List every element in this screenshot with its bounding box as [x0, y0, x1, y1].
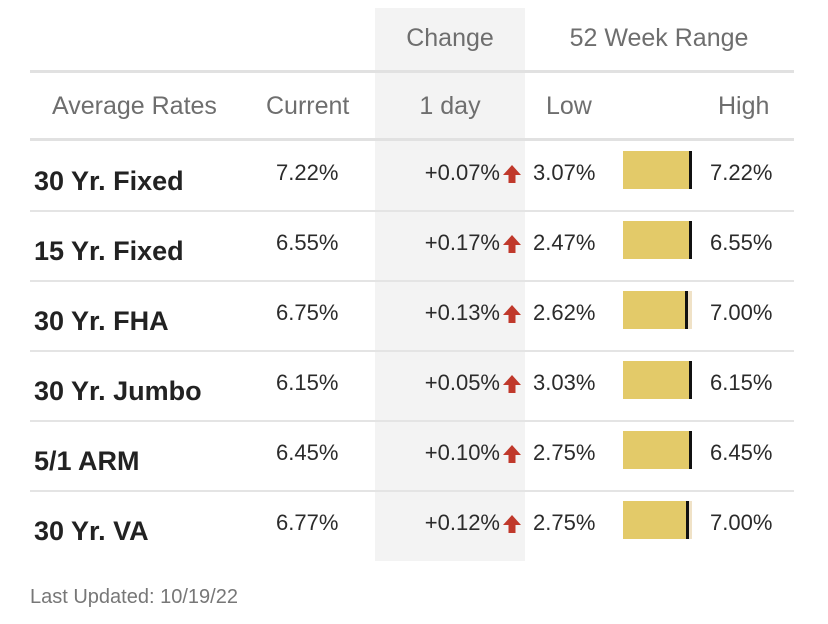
- range-bar: [623, 501, 692, 539]
- row-divider: [30, 210, 794, 212]
- range-bar: [623, 151, 692, 189]
- one-day-change: +0.10%: [424, 440, 500, 465]
- arrow-up-icon: [503, 375, 521, 393]
- change-group-header: Change: [406, 24, 494, 52]
- row-divider: [30, 280, 794, 282]
- current-rate: 6.15%: [276, 370, 339, 395]
- range-low: 2.47%: [533, 230, 596, 255]
- column-header-divider: [30, 138, 794, 141]
- range-low: 2.75%: [533, 440, 596, 465]
- header-divider: [30, 70, 794, 73]
- current-rate-marker: [689, 151, 692, 189]
- range-bar: [623, 221, 692, 259]
- table-row: 30 Yr. FHA 6.75% +0.13% 2.62% 7.00%: [30, 282, 794, 352]
- range-high: 6.45%: [710, 440, 773, 465]
- current-rate-marker: [689, 221, 692, 259]
- range-bar: [623, 431, 692, 469]
- arrow-up-icon: [503, 305, 521, 323]
- range-high: 6.55%: [710, 230, 773, 255]
- current-rate: 6.45%: [276, 440, 339, 465]
- range-low: 2.62%: [533, 300, 596, 325]
- col-header-average-rates: Average Rates: [52, 92, 217, 120]
- table-row: 30 Yr. VA 6.77% +0.12% 2.75% 7.00%: [30, 492, 794, 562]
- range-bar-fill: [623, 151, 692, 189]
- arrow-up-icon: [503, 235, 521, 253]
- col-header-low: Low: [546, 92, 592, 120]
- range-bar: [623, 361, 692, 399]
- table-row: 5/1 ARM 6.45% +0.10% 2.75% 6.45%: [30, 422, 794, 492]
- range-low: 3.03%: [533, 370, 596, 395]
- col-header-high: High: [718, 92, 770, 120]
- range-high: 7.00%: [710, 300, 773, 325]
- range-high: 7.22%: [710, 160, 773, 185]
- one-day-change: +0.05%: [424, 370, 500, 395]
- table-row: 15 Yr. Fixed 6.55% +0.17% 2.47% 6.55%: [30, 212, 794, 282]
- range-high: 6.15%: [710, 370, 773, 395]
- one-day-change: +0.13%: [424, 300, 500, 325]
- one-day-change: +0.17%: [424, 230, 500, 255]
- table-row: 30 Yr. Fixed 7.22% +0.07% 3.07% 7.22%: [30, 142, 794, 212]
- arrow-up-icon: [503, 165, 521, 183]
- range-bar-fill: [623, 291, 688, 329]
- range-bar-fill: [623, 431, 692, 469]
- col-header-1day: 1 day: [419, 92, 481, 120]
- range-bar-fill: [623, 221, 692, 259]
- one-day-change: +0.12%: [424, 510, 500, 535]
- table-row: 30 Yr. Jumbo 6.15% +0.05% 3.03% 6.15%: [30, 352, 794, 422]
- rate-type-label: 30 Yr. Jumbo: [34, 376, 202, 406]
- current-rate-marker: [686, 501, 689, 539]
- current-rate: 6.55%: [276, 230, 339, 255]
- current-rate: 6.75%: [276, 300, 339, 325]
- range-low: 3.07%: [533, 160, 596, 185]
- rate-type-label: 30 Yr. Fixed: [34, 166, 184, 196]
- arrow-up-icon: [503, 515, 521, 533]
- week-range-group-header: 52 Week Range: [569, 24, 749, 52]
- arrow-up-icon: [503, 445, 521, 463]
- row-divider: [30, 420, 794, 422]
- current-rate-marker: [685, 291, 688, 329]
- current-rate-marker: [689, 361, 692, 399]
- range-bar-fill: [623, 361, 692, 399]
- range-bar: [623, 291, 692, 329]
- row-divider: [30, 490, 794, 492]
- row-divider: [30, 350, 794, 352]
- col-header-current: Current: [266, 92, 350, 120]
- rate-type-label: 30 Yr. VA: [34, 516, 149, 546]
- range-high: 7.00%: [710, 510, 773, 535]
- rate-type-label: 30 Yr. FHA: [34, 306, 169, 336]
- range-low: 2.75%: [533, 510, 596, 535]
- range-bar-fill: [623, 501, 689, 539]
- rate-type-label: 15 Yr. Fixed: [34, 236, 184, 266]
- change-column-band: [375, 8, 525, 561]
- last-updated-text: Last Updated: 10/19/22: [30, 586, 238, 608]
- one-day-change: +0.07%: [424, 160, 500, 185]
- current-rate: 7.22%: [276, 160, 339, 185]
- rate-type-label: 5/1 ARM: [34, 446, 140, 476]
- current-rate: 6.77%: [276, 510, 339, 535]
- current-rate-marker: [689, 431, 692, 469]
